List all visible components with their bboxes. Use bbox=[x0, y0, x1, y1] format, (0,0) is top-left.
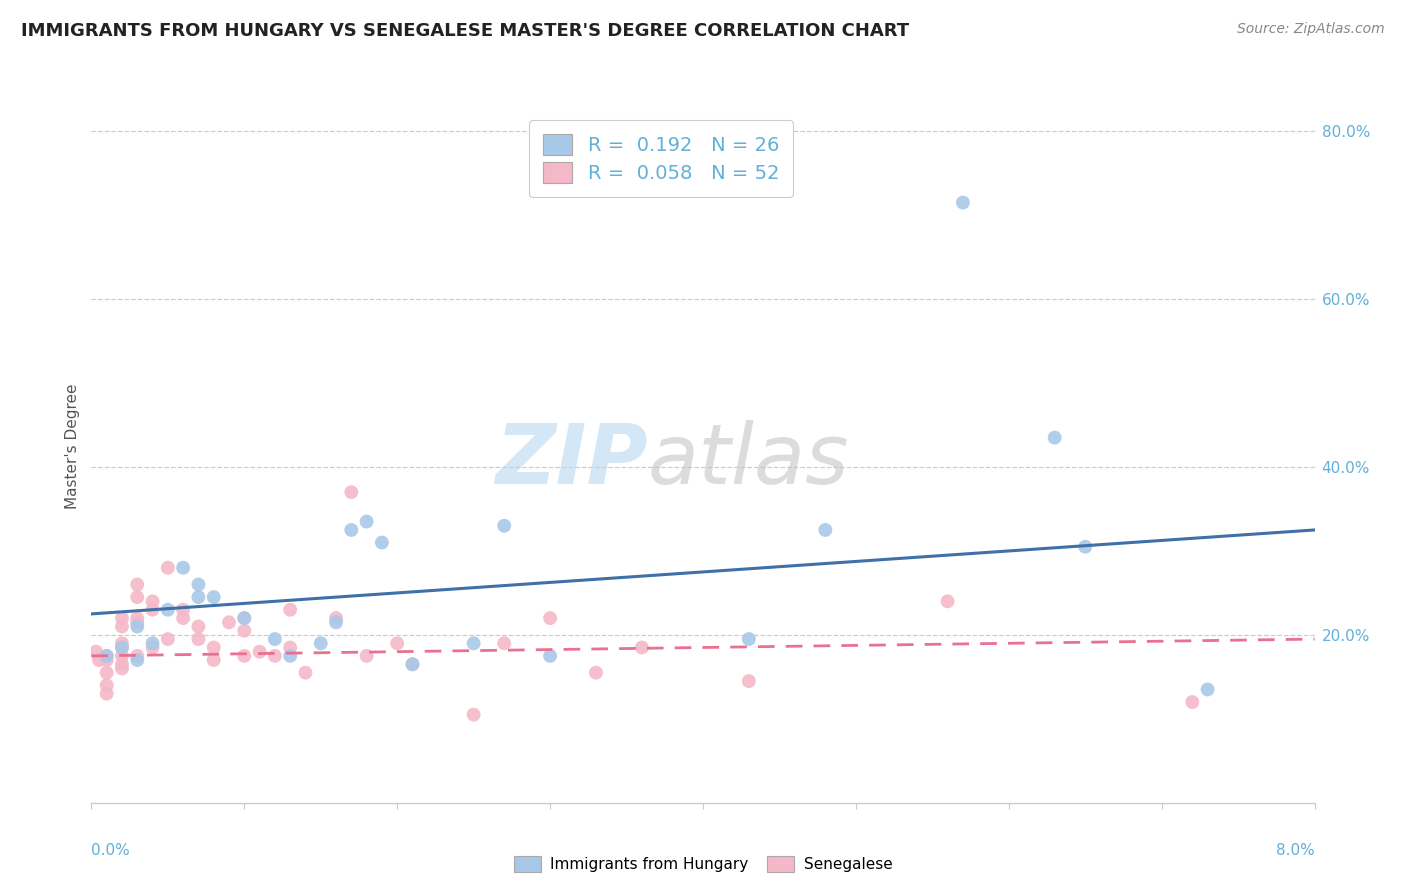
Point bbox=[494, 636, 516, 650]
Point bbox=[814, 523, 837, 537]
Point bbox=[141, 603, 163, 617]
Point bbox=[87, 653, 110, 667]
Point bbox=[278, 603, 301, 617]
Point bbox=[96, 653, 118, 667]
Point bbox=[585, 665, 607, 680]
Point bbox=[96, 648, 118, 663]
Point bbox=[371, 535, 394, 549]
Point bbox=[401, 657, 423, 672]
Point bbox=[187, 632, 209, 646]
Text: ZIP: ZIP bbox=[495, 420, 648, 500]
Point bbox=[463, 636, 485, 650]
Point bbox=[494, 518, 516, 533]
Point bbox=[96, 665, 118, 680]
Point bbox=[340, 523, 363, 537]
Point bbox=[127, 615, 149, 630]
Point bbox=[111, 619, 134, 633]
Point bbox=[96, 687, 118, 701]
Point bbox=[111, 657, 134, 672]
Point bbox=[111, 611, 134, 625]
Point bbox=[187, 590, 209, 604]
Point bbox=[84, 645, 107, 659]
Point bbox=[738, 632, 761, 646]
Point bbox=[187, 577, 209, 591]
Point bbox=[111, 636, 134, 650]
Point bbox=[340, 485, 363, 500]
Legend: R =  0.192   N = 26, R =  0.058   N = 52: R = 0.192 N = 26, R = 0.058 N = 52 bbox=[529, 120, 793, 197]
Point bbox=[111, 661, 134, 675]
Point bbox=[294, 665, 316, 680]
Point bbox=[111, 648, 134, 663]
Point bbox=[111, 640, 134, 655]
Point bbox=[1181, 695, 1204, 709]
Point bbox=[356, 648, 378, 663]
Point bbox=[156, 603, 179, 617]
Point bbox=[538, 648, 561, 663]
Point bbox=[96, 678, 118, 692]
Point bbox=[233, 648, 256, 663]
Text: atlas: atlas bbox=[648, 420, 849, 500]
Point bbox=[218, 615, 240, 630]
Legend: Immigrants from Hungary, Senegalese: Immigrants from Hungary, Senegalese bbox=[506, 848, 900, 880]
Point bbox=[233, 611, 256, 625]
Point bbox=[309, 636, 332, 650]
Point bbox=[127, 611, 149, 625]
Point bbox=[1197, 682, 1219, 697]
Point bbox=[463, 707, 485, 722]
Point bbox=[233, 624, 256, 638]
Point bbox=[385, 636, 409, 650]
Point bbox=[356, 515, 378, 529]
Point bbox=[141, 594, 163, 608]
Point bbox=[202, 590, 225, 604]
Point bbox=[111, 640, 134, 655]
Point bbox=[187, 619, 209, 633]
Point bbox=[141, 640, 163, 655]
Text: IMMIGRANTS FROM HUNGARY VS SENEGALESE MASTER'S DEGREE CORRELATION CHART: IMMIGRANTS FROM HUNGARY VS SENEGALESE MA… bbox=[21, 22, 910, 40]
Point bbox=[264, 648, 287, 663]
Point bbox=[141, 636, 163, 650]
Point bbox=[1074, 540, 1097, 554]
Point bbox=[156, 560, 179, 574]
Point bbox=[401, 657, 423, 672]
Text: Source: ZipAtlas.com: Source: ZipAtlas.com bbox=[1237, 22, 1385, 37]
Point bbox=[127, 577, 149, 591]
Point bbox=[264, 632, 287, 646]
Point bbox=[278, 640, 301, 655]
Point bbox=[156, 632, 179, 646]
Point bbox=[172, 611, 194, 625]
Point bbox=[325, 615, 347, 630]
Point bbox=[1043, 431, 1066, 445]
Y-axis label: Master's Degree: Master's Degree bbox=[65, 384, 80, 508]
Point bbox=[127, 619, 149, 633]
Point bbox=[738, 674, 761, 689]
Point bbox=[249, 645, 271, 659]
Point bbox=[630, 640, 652, 655]
Point bbox=[172, 603, 194, 617]
Point bbox=[325, 611, 347, 625]
Point bbox=[127, 590, 149, 604]
Point bbox=[538, 611, 561, 625]
Point bbox=[172, 560, 194, 574]
Text: 0.0%: 0.0% bbox=[91, 843, 131, 858]
Point bbox=[202, 653, 225, 667]
Point bbox=[936, 594, 959, 608]
Point bbox=[278, 648, 301, 663]
Text: 8.0%: 8.0% bbox=[1275, 843, 1315, 858]
Point bbox=[952, 195, 974, 210]
Point bbox=[96, 648, 118, 663]
Point bbox=[202, 640, 225, 655]
Point bbox=[233, 611, 256, 625]
Point bbox=[127, 648, 149, 663]
Point bbox=[127, 653, 149, 667]
